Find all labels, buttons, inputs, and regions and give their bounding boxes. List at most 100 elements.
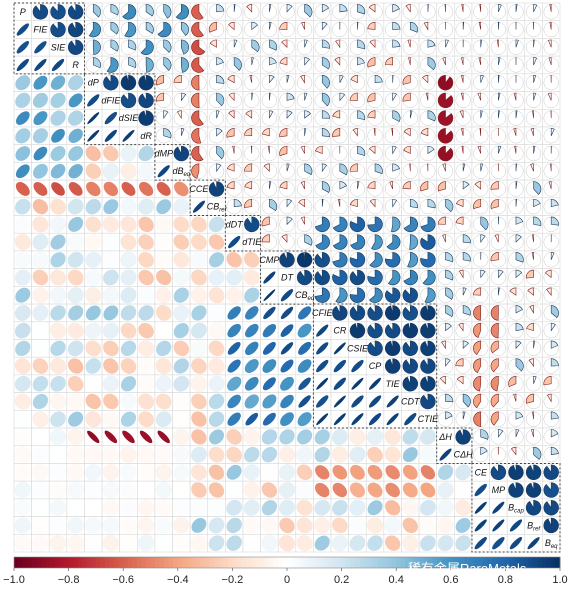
- legend-swatch: [251, 557, 256, 568]
- variable-label-text: CR: [333, 326, 346, 336]
- variable-label-text: P: [20, 7, 26, 17]
- variable-label: DT: [281, 273, 294, 283]
- corr-pie: [544, 500, 559, 515]
- legend-swatch: [260, 557, 265, 568]
- legend-swatch: [237, 557, 242, 568]
- legend-swatch: [360, 557, 365, 568]
- corr-pie: [385, 341, 400, 356]
- legend-swatch: [64, 557, 69, 568]
- legend-swatch: [305, 557, 310, 568]
- legend-swatch: [210, 557, 215, 568]
- legend-swatch: [287, 557, 292, 568]
- legend-swatch: [278, 557, 283, 568]
- legend-swatch: [396, 557, 401, 568]
- legend-swatch: [232, 557, 237, 568]
- legend-swatch: [319, 557, 324, 568]
- legend-swatch: [73, 557, 78, 568]
- watermark-text: 稀有金属RareMetals: [408, 561, 527, 576]
- legend-swatch: [383, 557, 388, 568]
- variable-subscript: cap: [514, 509, 524, 515]
- legend-swatch: [328, 557, 333, 568]
- legend-swatch: [155, 557, 160, 568]
- legend-swatch: [55, 557, 60, 568]
- variable-label: dMP: [154, 149, 173, 159]
- variable-label: TIE: [386, 379, 401, 389]
- variable-label: CFIE: [312, 308, 333, 318]
- legend-swatch: [132, 557, 137, 568]
- corr-pie: [139, 93, 154, 108]
- variable-label-text: CFIE: [312, 308, 333, 318]
- corr-pie: [456, 429, 471, 444]
- legend-swatch: [269, 557, 274, 568]
- legend-swatch: [160, 557, 165, 568]
- legend-swatch: [14, 557, 19, 568]
- legend-tick-label: −0.4: [167, 574, 189, 586]
- legend-swatch: [182, 557, 187, 568]
- legend-swatch: [346, 557, 351, 568]
- legend-swatch: [41, 557, 46, 568]
- corr-pie: [315, 252, 330, 267]
- variable-label: CΔH: [454, 450, 474, 460]
- legend-swatch: [105, 557, 110, 568]
- corr-pie: [350, 323, 365, 338]
- variable-label-text: CTIE: [418, 414, 439, 424]
- variable-label: ΔH: [438, 432, 452, 442]
- legend-swatch: [337, 557, 342, 568]
- legend-swatch: [528, 557, 533, 568]
- variable-label-text: CDT: [401, 396, 421, 406]
- variable-label-text: dTIE: [242, 237, 262, 247]
- corr-pie: [421, 376, 436, 391]
- legend-swatch: [114, 557, 119, 568]
- corr-pie: [403, 359, 418, 374]
- corr-pie: [544, 518, 559, 533]
- corr-pie: [509, 483, 524, 498]
- corr-pie: [368, 306, 383, 321]
- variable-label-text: CSIE: [347, 343, 369, 353]
- corr-pie: [421, 394, 436, 409]
- legend-swatch: [28, 557, 33, 568]
- variable-label-text: CCE: [189, 184, 209, 194]
- variable-subscript: eq: [183, 172, 190, 178]
- corr-pie: [350, 270, 365, 285]
- variable-subscript: eq: [308, 296, 315, 302]
- corr-pie: [51, 22, 66, 37]
- corr-pie: [68, 22, 83, 37]
- variable-label-text: dFIE: [101, 95, 121, 105]
- corr-pie: [244, 217, 259, 232]
- variable-label: CTIE: [418, 414, 439, 424]
- legend-swatch: [137, 557, 142, 568]
- legend-swatch: [401, 557, 406, 568]
- legend-swatch: [551, 557, 556, 568]
- legend-swatch: [37, 557, 42, 568]
- legend-swatch: [78, 557, 83, 568]
- variable-label: MP: [492, 485, 506, 495]
- legend-tick-label: −0.8: [58, 574, 80, 586]
- legend-swatch: [255, 557, 260, 568]
- corr-pie: [315, 270, 330, 285]
- legend-swatch: [355, 557, 360, 568]
- variable-label-text: R: [72, 60, 79, 70]
- corr-pie: [526, 500, 541, 515]
- corr-pie: [68, 4, 83, 19]
- legend-swatch: [23, 557, 28, 568]
- legend-swatch: [310, 557, 315, 568]
- variable-label: CP: [369, 361, 382, 371]
- corr-pie: [403, 323, 418, 338]
- variable-label: dFIE: [101, 95, 121, 105]
- variable-label: P: [20, 7, 26, 17]
- variable-label-text: SIE: [51, 42, 67, 52]
- corr-pie: [421, 306, 436, 321]
- variable-label: CCE: [189, 184, 209, 194]
- legend-swatch: [242, 557, 247, 568]
- legend-swatch: [32, 557, 37, 568]
- legend-swatch: [228, 557, 233, 568]
- corr-pie: [297, 270, 312, 285]
- variable-label-text: CE: [474, 467, 487, 477]
- corr-pie: [33, 4, 48, 19]
- legend-swatch: [273, 557, 278, 568]
- legend-swatch: [110, 557, 115, 568]
- corr-pie: [491, 465, 506, 480]
- legend-swatch: [351, 557, 356, 568]
- legend-swatch: [533, 557, 538, 568]
- variable-label: CDT: [401, 396, 421, 406]
